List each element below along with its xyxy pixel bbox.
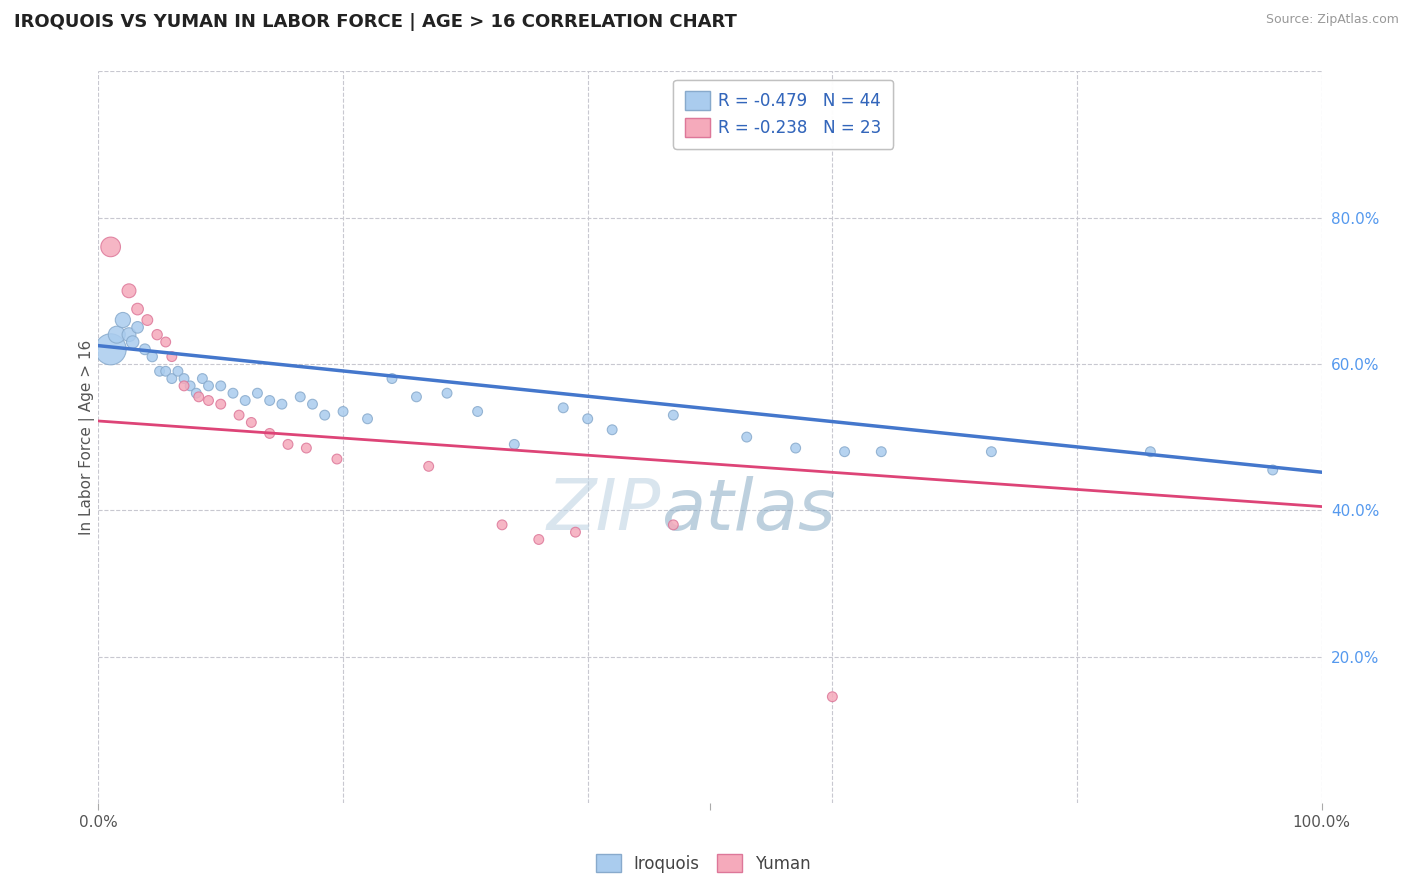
Point: [118, 284, 141, 298]
Point: [105, 327, 128, 342]
Text: ZIP: ZIP: [547, 475, 661, 545]
Legend: Iroquois, Yuman: Iroquois, Yuman: [589, 847, 817, 880]
Point: [173, 371, 195, 385]
Point: [222, 386, 245, 401]
Point: [295, 441, 318, 455]
Point: [467, 404, 489, 418]
Point: [187, 390, 209, 404]
Point: [600, 423, 623, 437]
Point: [314, 408, 336, 422]
Point: [197, 393, 219, 408]
Point: [167, 364, 190, 378]
Point: [1261, 463, 1284, 477]
Point: [332, 404, 354, 418]
Point: [870, 444, 893, 458]
Point: [186, 386, 208, 401]
Point: [209, 397, 232, 411]
Point: [735, 430, 758, 444]
Point: [149, 364, 172, 378]
Point: [980, 444, 1002, 458]
Point: [405, 390, 427, 404]
Point: [197, 379, 219, 393]
Point: [564, 525, 586, 540]
Point: [228, 408, 250, 422]
Point: [160, 371, 183, 385]
Legend: R = -0.479   N = 44, R = -0.238   N = 23: R = -0.479 N = 44, R = -0.238 N = 23: [673, 79, 893, 149]
Point: [503, 437, 526, 451]
Point: [576, 412, 599, 426]
Point: [290, 390, 312, 404]
Point: [136, 313, 159, 327]
Point: [270, 397, 294, 411]
Point: [146, 327, 169, 342]
Point: [111, 313, 134, 327]
Point: [121, 334, 143, 349]
Point: [381, 371, 404, 385]
Point: [127, 320, 149, 334]
Point: [246, 386, 269, 401]
Point: [179, 379, 201, 393]
Point: [155, 364, 177, 378]
Text: IROQUOIS VS YUMAN IN LABOR FORCE | AGE > 16 CORRELATION CHART: IROQUOIS VS YUMAN IN LABOR FORCE | AGE >…: [14, 13, 737, 31]
Point: [436, 386, 458, 401]
Point: [1139, 444, 1161, 458]
Point: [821, 690, 844, 704]
Point: [191, 371, 214, 385]
Point: [662, 408, 685, 422]
Point: [662, 517, 685, 532]
Y-axis label: In Labor Force | Age > 16: In Labor Force | Age > 16: [79, 340, 96, 534]
Point: [418, 459, 440, 474]
Point: [209, 379, 232, 393]
Point: [326, 452, 349, 467]
Point: [301, 397, 323, 411]
Text: Source: ZipAtlas.com: Source: ZipAtlas.com: [1265, 13, 1399, 27]
Point: [527, 533, 550, 547]
Point: [240, 416, 263, 430]
Point: [127, 301, 149, 317]
Point: [785, 441, 807, 455]
Point: [834, 444, 856, 458]
Point: [155, 334, 177, 349]
Point: [356, 412, 378, 426]
Point: [277, 437, 299, 451]
Point: [100, 240, 122, 254]
Point: [134, 343, 156, 357]
Text: atlas: atlas: [661, 475, 835, 545]
Point: [173, 379, 195, 393]
Point: [233, 393, 256, 408]
Point: [259, 426, 281, 441]
Point: [259, 393, 281, 408]
Point: [491, 517, 513, 532]
Point: [553, 401, 575, 415]
Point: [118, 327, 141, 342]
Point: [141, 350, 163, 364]
Point: [160, 350, 183, 364]
Point: [100, 343, 122, 357]
